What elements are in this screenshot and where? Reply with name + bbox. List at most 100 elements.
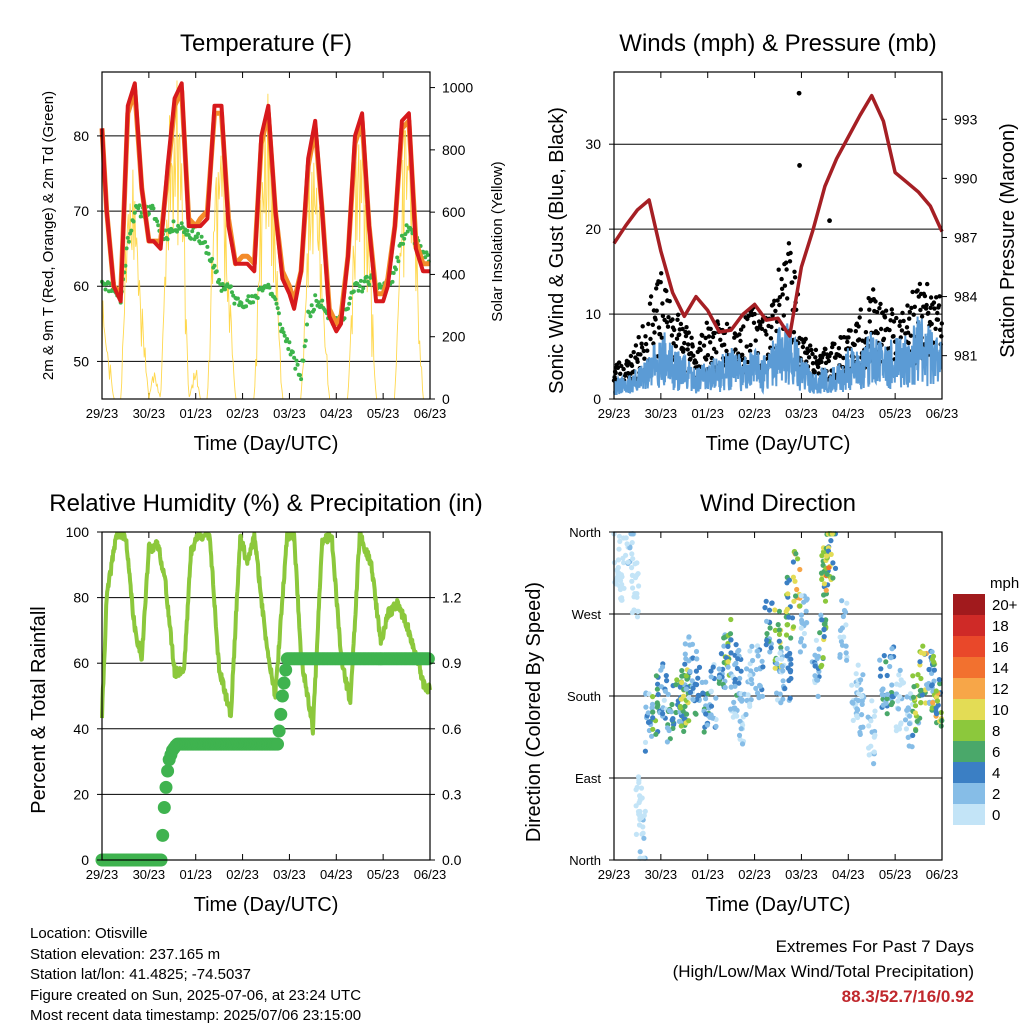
- direction-point: [725, 664, 731, 670]
- x-tick-label-3: 02/23: [226, 867, 259, 882]
- colorbar-swatch-5: [953, 699, 985, 720]
- dewpoint-point: [196, 231, 201, 236]
- direction-point: [716, 674, 723, 680]
- dewpoint-point: [287, 340, 292, 345]
- direction-point: [686, 718, 692, 724]
- gust-point: [887, 327, 892, 333]
- direction-point: [670, 725, 676, 732]
- x-tick-label-2: 01/23: [691, 406, 724, 421]
- gust-point: [619, 363, 624, 369]
- gust-point: [915, 288, 920, 293]
- precip-point: [271, 737, 284, 751]
- direction-point: [790, 624, 797, 630]
- direction-point: [690, 685, 696, 691]
- gust-point: [939, 334, 944, 339]
- direction-point: [934, 698, 941, 704]
- series-solar-insolation: [101, 80, 430, 400]
- gust-point: [673, 344, 679, 349]
- direction-point: [632, 575, 639, 581]
- direction-point: [640, 824, 646, 830]
- panel-title: Winds (mph) & Pressure (mb): [619, 30, 936, 57]
- gust-point: [769, 324, 774, 330]
- direction-point: [693, 711, 699, 717]
- direction-point: [755, 653, 761, 659]
- direction-point: [798, 612, 805, 618]
- direction-point: [744, 666, 750, 672]
- gust-point: [823, 346, 828, 352]
- y-tick-label-3: 80: [73, 128, 89, 144]
- series-station-pressure: [612, 93, 944, 338]
- x-tick-label-3: 02/23: [738, 867, 771, 882]
- dewpoint-point: [303, 338, 308, 343]
- direction-point: [803, 608, 809, 614]
- gust-point: [845, 339, 850, 345]
- station-latlon: Station lat/lon: 41.4825; -74.5037: [30, 966, 252, 983]
- gust-point: [675, 312, 681, 317]
- gust-point: [680, 326, 685, 332]
- direction-point: [819, 553, 825, 559]
- gust-point: [821, 350, 826, 355]
- dewpoint-point: [395, 255, 400, 260]
- direction-point: [821, 626, 827, 632]
- direction-point: [747, 648, 753, 654]
- y-right-tick-label-1: 984: [954, 289, 978, 305]
- gust-point: [654, 308, 659, 313]
- plot-border: [613, 71, 943, 400]
- direction-point: [696, 664, 703, 671]
- direction-point: [797, 566, 803, 573]
- gust-point: [867, 307, 872, 312]
- direction-point: [823, 553, 830, 559]
- gust-point: [905, 303, 910, 308]
- gust-point: [772, 298, 777, 303]
- colorbar-label-7: 6: [992, 744, 1000, 761]
- direction-point: [699, 679, 705, 686]
- direction-point: [907, 713, 913, 719]
- gust-point: [782, 283, 788, 288]
- gust-point: [690, 344, 695, 349]
- direction-point: [757, 683, 763, 689]
- gust-point: [889, 307, 894, 312]
- dewpoint-point: [312, 307, 316, 312]
- direction-point: [738, 726, 744, 732]
- gust-point: [660, 301, 665, 306]
- gust-point: [712, 330, 717, 336]
- precip-point: [274, 707, 288, 721]
- direction-point: [797, 603, 803, 609]
- direction-point: [784, 622, 790, 628]
- gust-point: [672, 327, 677, 333]
- dewpoint-point: [403, 232, 408, 237]
- gust-point: [857, 315, 862, 320]
- direction-point: [843, 622, 849, 628]
- colorbar-label-2: 16: [992, 639, 1009, 656]
- gust-point: [752, 311, 757, 317]
- dewpoint-point: [280, 326, 285, 331]
- direction-point: [844, 657, 850, 663]
- direction-point: [795, 556, 801, 562]
- direction-point: [725, 643, 731, 650]
- direction-point: [687, 689, 694, 696]
- gust-point: [874, 309, 880, 315]
- direction-point: [748, 676, 755, 683]
- direction-point: [854, 682, 860, 689]
- direction-point: [912, 710, 919, 716]
- direction-point: [684, 711, 690, 717]
- series-sonic-wind: [613, 316, 943, 396]
- direction-point: [803, 620, 810, 626]
- direction-point: [772, 607, 778, 613]
- direction-point: [791, 598, 797, 604]
- dewpoint-point: [126, 239, 131, 244]
- direction-point: [682, 651, 688, 657]
- gust-point: [891, 334, 896, 339]
- panel-temperature: 29/23 30/23 01/23 02/23 03/23 04/23 05/23 06/23…: [40, 30, 506, 455]
- gust-point: [808, 343, 813, 348]
- gust-point: [693, 360, 699, 365]
- direction-point: [895, 706, 902, 712]
- colorbar-label-6: 8: [992, 723, 1000, 740]
- colorbar-label-9: 2: [992, 786, 1000, 803]
- direction-point: [784, 653, 790, 659]
- direction-point: [682, 641, 688, 647]
- gust-point: [852, 342, 857, 347]
- direction-point: [683, 686, 689, 692]
- direction-point: [929, 649, 935, 655]
- dewpoint-point: [235, 296, 240, 301]
